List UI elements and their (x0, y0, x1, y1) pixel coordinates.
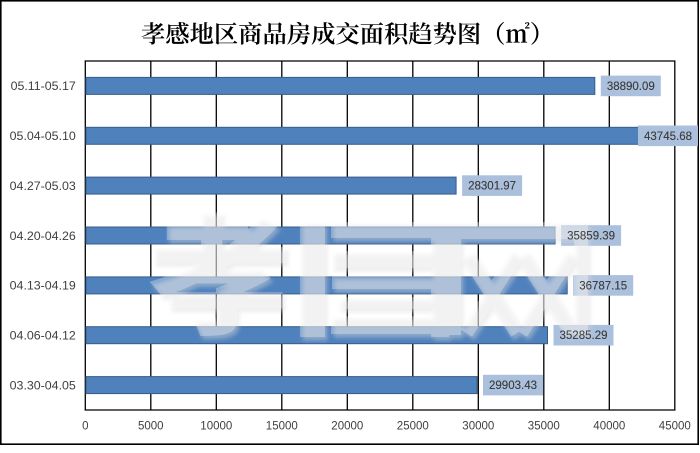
svg-text:38890.09: 38890.09 (607, 81, 655, 93)
svg-text:29903.43: 29903.43 (489, 380, 537, 392)
svg-text:5000: 5000 (138, 421, 164, 433)
svg-text:28301.97: 28301.97 (468, 181, 516, 193)
svg-text:25000: 25000 (397, 421, 429, 433)
svg-text:05.11-05.17: 05.11-05.17 (11, 79, 76, 93)
svg-text:35859.39: 35859.39 (567, 231, 615, 243)
svg-text:04.27-05.03: 04.27-05.03 (10, 179, 76, 193)
svg-text:35285.29: 35285.29 (560, 330, 608, 342)
svg-text:05.04-05.10: 05.04-05.10 (10, 129, 76, 143)
svg-text:15000: 15000 (266, 421, 298, 433)
svg-text:40000: 40000 (593, 421, 625, 433)
svg-text:35000: 35000 (528, 421, 560, 433)
svg-text:45000: 45000 (659, 421, 691, 433)
svg-text:10000: 10000 (200, 421, 232, 433)
svg-text:03.30-04.05: 03.30-04.05 (10, 378, 76, 392)
svg-text:04.13-04.19: 04.13-04.19 (10, 279, 76, 293)
svg-text:43745.68: 43745.68 (644, 131, 692, 143)
svg-text:43745.68: 43745.68 (644, 131, 692, 143)
svg-text:38890.09: 38890.09 (607, 81, 655, 93)
svg-text:30000: 30000 (462, 421, 494, 433)
svg-text:04.06-04.12: 04.06-04.12 (10, 329, 76, 343)
svg-text:0: 0 (82, 421, 88, 433)
svg-text:36787.15: 36787.15 (579, 280, 627, 292)
svg-text:04.20-04.26: 04.20-04.26 (10, 229, 76, 243)
svg-text:36787.15: 36787.15 (579, 280, 627, 292)
svg-text:29903.43: 29903.43 (489, 380, 537, 392)
svg-text:28301.97: 28301.97 (468, 181, 516, 193)
svg-text:20000: 20000 (331, 421, 363, 433)
